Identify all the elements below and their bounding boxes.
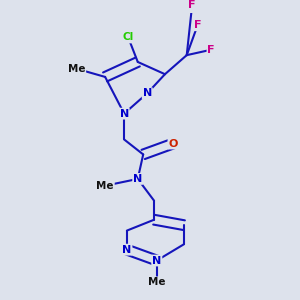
Text: N: N (152, 256, 161, 266)
Text: N: N (143, 88, 152, 98)
Text: F: F (208, 45, 215, 55)
Text: N: N (122, 244, 131, 255)
Text: N: N (133, 174, 142, 184)
Text: Me: Me (68, 64, 85, 74)
Text: Me: Me (96, 181, 114, 191)
Text: Me: Me (148, 277, 166, 287)
Text: N: N (119, 109, 129, 118)
Text: O: O (168, 139, 178, 148)
Text: F: F (188, 0, 196, 10)
Text: F: F (194, 20, 201, 30)
Text: Cl: Cl (123, 32, 134, 43)
